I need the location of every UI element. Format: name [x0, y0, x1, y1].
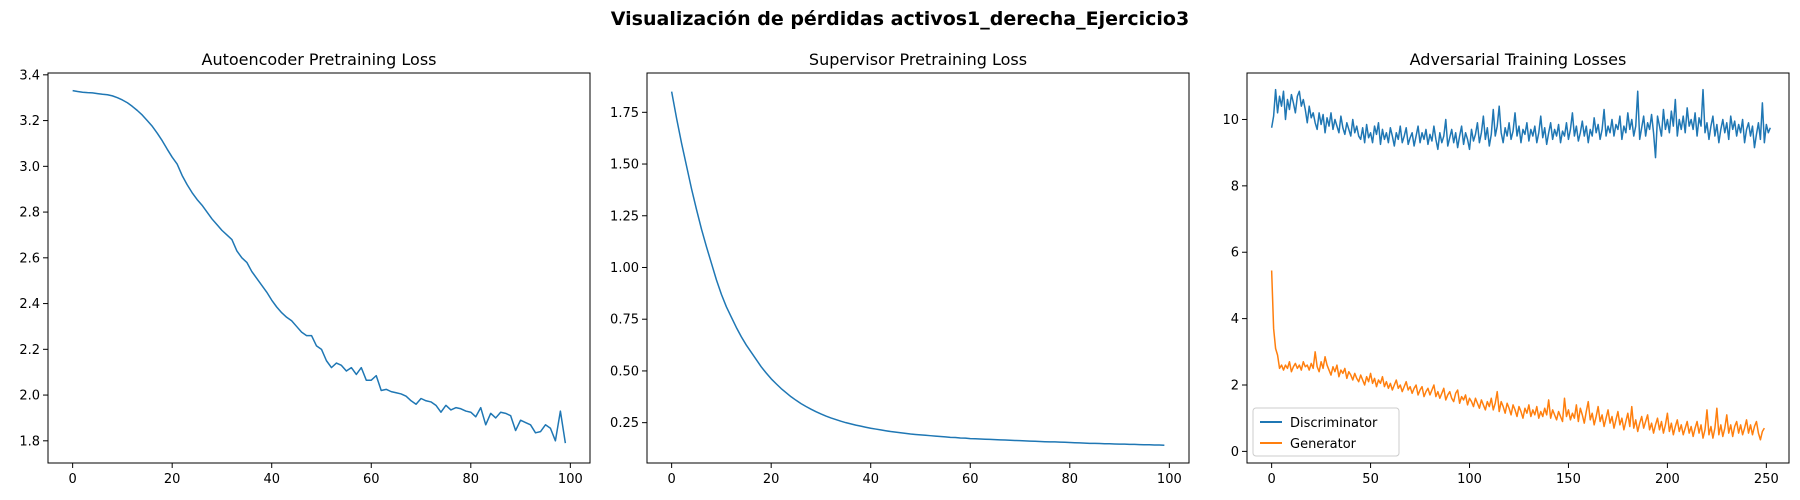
subplot-supervisor: Supervisor Pretraining Loss 0 20 40 60 80 100…: [610, 50, 1190, 487]
legend: Discriminator Generator: [1252, 407, 1400, 457]
legend-generator-label: Generator: [1290, 437, 1357, 452]
autoencoder-y-tick-label: 2.6: [19, 251, 40, 266]
adversarial-x-tick-label: 150: [1556, 472, 1581, 487]
autoencoder-title: Autoencoder Pretraining Loss: [202, 50, 437, 69]
autoencoder-axes-frame: [47, 72, 591, 464]
autoencoder-y-tick-label: 3.0: [19, 160, 40, 175]
adversarial-y-tick-label: 6: [1231, 246, 1239, 261]
adversarial-x-tick-label: 250: [1754, 472, 1779, 487]
autoencoder-x-tick-label: 20: [164, 472, 181, 487]
autoencoder-y-tick-label: 2.0: [19, 389, 40, 404]
supervisor-x-tick-label: 0: [667, 472, 675, 487]
adversarial-y-tick-label: 8: [1231, 179, 1239, 194]
adversarial-x-tick-label: 0: [1267, 472, 1275, 487]
autoencoder-x-tick-label: 0: [68, 472, 76, 487]
legend-discriminator-label: Discriminator: [1290, 416, 1378, 431]
autoencoder-marks: 0 20 40 60 80 100 1.8 2.0 2.2 2.4 2.6 2.8 3.0 3.2 3.4: [19, 68, 582, 487]
supervisor-y-tick-label: 0.25: [610, 416, 639, 431]
adversarial-discriminator-line: [1270, 88, 1771, 159]
supervisor-x-tick-label: 100: [1157, 472, 1182, 487]
subplot-adversarial: Adversarial Training Losses 0 50 100 150 200…: [1222, 50, 1790, 487]
legend-box: [1252, 407, 1400, 457]
adversarial-y-tick-label: 2: [1231, 379, 1239, 394]
adversarial-title: Adversarial Training Losses: [1410, 50, 1627, 69]
adversarial-x-tick-label: 50: [1362, 472, 1379, 487]
autoencoder-x-tick-label: 80: [463, 472, 480, 487]
supervisor-title: Supervisor Pretraining Loss: [809, 50, 1027, 69]
adversarial-generator-line: [1270, 270, 1766, 441]
adversarial-x-tick-label: 200: [1655, 472, 1680, 487]
autoencoder-y-tick-label: 3.4: [19, 68, 40, 83]
autoencoder-series-0-line: [72, 89, 567, 444]
supervisor-axes-frame: [646, 72, 1190, 464]
autoencoder-x-tick-label: 60: [363, 472, 380, 487]
autoencoder-y-tick-label: 3.2: [19, 114, 40, 129]
supervisor-marks: 0 20 40 60 80 100 0.25 0.50 0.75 1.00 1.25 1.50 1.75: [610, 91, 1182, 487]
autoencoder-y-tick-label: 2.8: [19, 206, 40, 221]
supervisor-y-tick-label: 1.75: [610, 106, 639, 121]
autoencoder-y-tick-label: 1.8: [19, 434, 40, 449]
adversarial-marks: 0 50 100 150 200 250 0 2 4 6 8 10: [1222, 88, 1779, 487]
supervisor-y-tick-label: 0.50: [610, 364, 639, 379]
supervisor-y-tick-label: 1.50: [610, 158, 639, 173]
subplot-autoencoder: Autoencoder Pretraining Loss 0 20 40 60 80 10…: [19, 50, 591, 487]
supervisor-y-tick-label: 1.25: [610, 209, 639, 224]
autoencoder-y-tick-label: 2.2: [19, 343, 40, 358]
autoencoder-y-tick-label: 2.4: [19, 297, 40, 312]
adversarial-x-tick-label: 100: [1457, 472, 1482, 487]
supervisor-y-tick-label: 0.75: [610, 313, 639, 328]
autoencoder-x-tick-label: 100: [558, 472, 583, 487]
supervisor-x-tick-label: 80: [1062, 472, 1079, 487]
supervisor-series-0-line: [670, 91, 1165, 446]
supervisor-x-tick-label: 40: [862, 472, 879, 487]
adversarial-y-tick-label: 4: [1231, 312, 1239, 327]
supervisor-x-tick-label: 60: [962, 472, 979, 487]
autoencoder-x-tick-label: 40: [263, 472, 280, 487]
figure-title: Visualización de pérdidas activos1_derec…: [611, 8, 1189, 30]
adversarial-axes-frame: [1246, 72, 1790, 464]
adversarial-y-tick-label: 10: [1222, 113, 1239, 128]
supervisor-y-tick-label: 1.00: [610, 261, 639, 276]
supervisor-x-tick-label: 20: [763, 472, 780, 487]
adversarial-y-tick-label: 0: [1231, 445, 1239, 460]
